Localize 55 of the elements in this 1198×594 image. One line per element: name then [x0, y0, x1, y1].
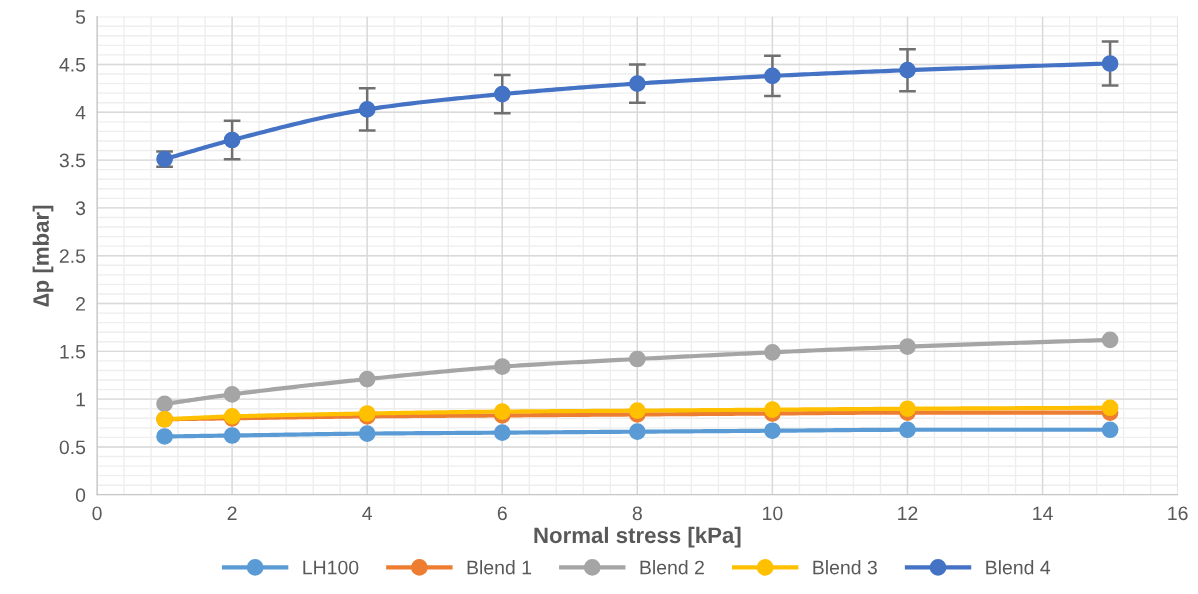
y-tick-label: 5: [75, 10, 86, 24]
y-axis-title: ∆p [mbar]: [32, 205, 54, 307]
y-tick-label: 0.5: [59, 440, 86, 455]
point: [156, 428, 173, 445]
point: [493, 424, 511, 441]
point: [629, 402, 646, 419]
point: [358, 370, 376, 388]
legend-label: Blend 1: [467, 560, 532, 575]
point: [764, 343, 781, 361]
point: [223, 386, 241, 403]
point: [899, 421, 916, 439]
legend-label: LH100: [303, 560, 359, 575]
x-tick-label: 14: [1033, 506, 1053, 520]
x-tick-label: 12: [898, 506, 918, 520]
point: [223, 427, 241, 444]
legend-label: Blend 3: [813, 560, 877, 575]
y-tick-label: 4: [75, 105, 86, 120]
x-tick-label: 10: [763, 506, 783, 521]
y-tick-label: 1: [76, 392, 85, 407]
point: [764, 401, 781, 419]
point: [899, 338, 916, 355]
point: [493, 358, 511, 375]
y-tick-label: 2: [76, 297, 85, 311]
point: [358, 425, 376, 442]
y-tick-label: 3.5: [59, 153, 86, 168]
point: [1101, 331, 1119, 349]
point: [493, 85, 511, 103]
point: [899, 400, 916, 418]
x-tick-label: 0: [92, 506, 102, 521]
x-tick-label: 4: [362, 506, 373, 520]
x-tick-label: 2: [227, 506, 237, 520]
point: [1101, 55, 1119, 72]
point: [493, 403, 511, 420]
point: [899, 61, 916, 79]
y-tick-label: 4.5: [59, 58, 86, 72]
y-tick-label: 2.5: [59, 249, 86, 263]
point: [1101, 421, 1119, 439]
x-tick-label: 6: [497, 506, 507, 521]
x-tick-label: 8: [632, 506, 642, 521]
y-tick-label: 1.5: [60, 345, 86, 359]
point: [1101, 399, 1119, 417]
legend-label: Blend 2: [640, 560, 704, 575]
legend-label: Blend 4: [986, 560, 1051, 575]
x-axis-title: Normal stress [kPa]: [534, 526, 741, 548]
point: [764, 67, 781, 85]
point: [358, 101, 376, 118]
point: [629, 350, 646, 368]
x-tick-label: 16: [1168, 506, 1188, 521]
point: [629, 75, 646, 92]
point: [764, 422, 781, 440]
point: [629, 423, 646, 441]
point: [156, 395, 173, 413]
y-tick-label: 3: [75, 201, 86, 216]
y-tick-label: 0: [75, 488, 86, 503]
point: [223, 131, 241, 149]
